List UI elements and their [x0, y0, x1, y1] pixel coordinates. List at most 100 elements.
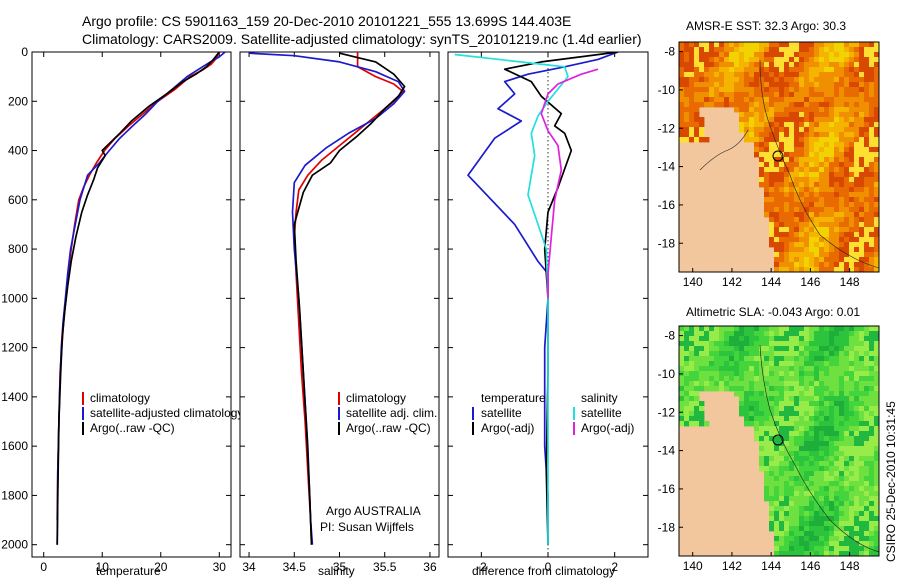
heatmap-cell — [874, 212, 879, 218]
sla-map: Altimetric SLA: -0.043 Argo: 0.01 140 142… — [658, 305, 880, 573]
heatmap-cell — [834, 436, 840, 442]
heatmap-cell — [689, 356, 695, 362]
heatmap-cell — [859, 521, 865, 527]
heatmap-cell — [844, 57, 850, 63]
heatmap-cell — [859, 441, 865, 447]
heatmap-cell — [834, 227, 840, 233]
heatmap-cell — [784, 102, 790, 108]
heatmap-cell — [794, 112, 800, 118]
heatmap-cell — [784, 406, 790, 412]
heatmap-cell — [874, 162, 879, 168]
heatmap-cell — [749, 77, 755, 83]
heatmap-cell — [749, 72, 755, 78]
heatmap-cell — [759, 42, 765, 48]
heatmap-cell — [859, 491, 865, 497]
heatmap-cell — [874, 441, 879, 447]
heatmap-cell — [834, 92, 840, 98]
heatmap-cell — [869, 142, 875, 148]
heatmap-cell — [724, 92, 730, 98]
heatmap-cell — [869, 262, 875, 268]
heatmap-cell — [714, 356, 720, 362]
heatmap-cell — [874, 222, 879, 228]
heatmap-cell — [749, 396, 755, 402]
heatmap-cell — [834, 172, 840, 178]
heatmap-cell — [804, 237, 810, 243]
heatmap-cell — [819, 222, 825, 228]
heatmap-cell — [764, 346, 770, 352]
heatmap-cell — [819, 401, 825, 407]
heatmap-cell — [834, 132, 840, 138]
heatmap-cell — [809, 182, 815, 188]
heatmap-cell — [854, 207, 860, 213]
heatmap-cell — [794, 521, 800, 527]
heatmap-cell — [789, 127, 795, 133]
heatmap-cell — [814, 82, 820, 88]
heatmap-cell — [854, 336, 860, 342]
heatmap-cell — [854, 416, 860, 422]
heatmap-cell — [684, 381, 690, 387]
heatmap-cell — [794, 267, 800, 272]
heatmap-cell — [814, 441, 820, 447]
heatmap-cell — [764, 137, 770, 143]
heatmap-cell — [779, 451, 785, 457]
heatmap-cell — [759, 67, 765, 73]
heatmap-cell — [799, 112, 805, 118]
heatmap-cell — [844, 411, 850, 417]
heatmap-cell — [804, 456, 810, 462]
heatmap-cell — [839, 227, 845, 233]
heatmap-cell — [799, 167, 805, 173]
heatmap-cell — [814, 97, 820, 103]
heatmap-cell — [834, 62, 840, 68]
heatmap-cell — [844, 252, 850, 258]
heatmap-cell — [704, 341, 710, 347]
heatmap-cell — [679, 97, 685, 103]
heatmap-cell — [869, 147, 875, 153]
heatmap-cell — [814, 451, 820, 457]
heatmap-cell — [809, 351, 815, 357]
heatmap-cell — [864, 132, 870, 138]
heatmap-cell — [844, 356, 850, 362]
heatmap-cell — [719, 77, 725, 83]
heatmap-cell — [764, 401, 770, 407]
heatmap-cell — [699, 386, 705, 392]
heatmap-cell — [814, 242, 820, 248]
heatmap-cell — [764, 396, 770, 402]
heatmap-cell — [844, 157, 850, 163]
heatmap-cell — [684, 346, 690, 352]
heatmap-cell — [814, 351, 820, 357]
heatmap-cell — [809, 361, 815, 367]
heatmap-cell — [779, 471, 785, 477]
x-tick-label: 10 — [96, 560, 110, 574]
heatmap-cell — [794, 232, 800, 238]
heatmap-cell — [824, 127, 830, 133]
heatmap-cell — [759, 92, 765, 98]
heatmap-cell — [714, 82, 720, 88]
heatmap-cell — [744, 341, 750, 347]
heatmap-cell — [744, 102, 750, 108]
heatmap-cell — [759, 331, 765, 337]
map-y-tick-label: -14 — [658, 444, 676, 458]
heatmap-cell — [744, 336, 750, 342]
heatmap-cell — [689, 52, 695, 58]
heatmap-cell — [844, 137, 850, 143]
heatmap-cell — [844, 376, 850, 382]
heatmap-cell — [844, 187, 850, 193]
heatmap-cell — [849, 451, 855, 457]
heatmap-cell — [864, 386, 870, 392]
heatmap-cell — [679, 42, 685, 48]
heatmap-cell — [784, 446, 790, 452]
heatmap-cell — [849, 72, 855, 78]
heatmap-cell — [819, 486, 825, 492]
heatmap-cell — [794, 62, 800, 68]
heatmap-cell — [839, 247, 845, 253]
heatmap-cell — [759, 132, 765, 138]
heatmap-cell — [804, 331, 810, 337]
heatmap-cell — [774, 336, 780, 342]
heatmap-cell — [779, 247, 785, 253]
heatmap-cell — [744, 97, 750, 103]
heatmap-cell — [794, 341, 800, 347]
heatmap-cell — [784, 212, 790, 218]
heatmap-cell — [869, 107, 875, 113]
heatmap-cell — [849, 197, 855, 203]
heatmap-cell — [874, 386, 879, 392]
